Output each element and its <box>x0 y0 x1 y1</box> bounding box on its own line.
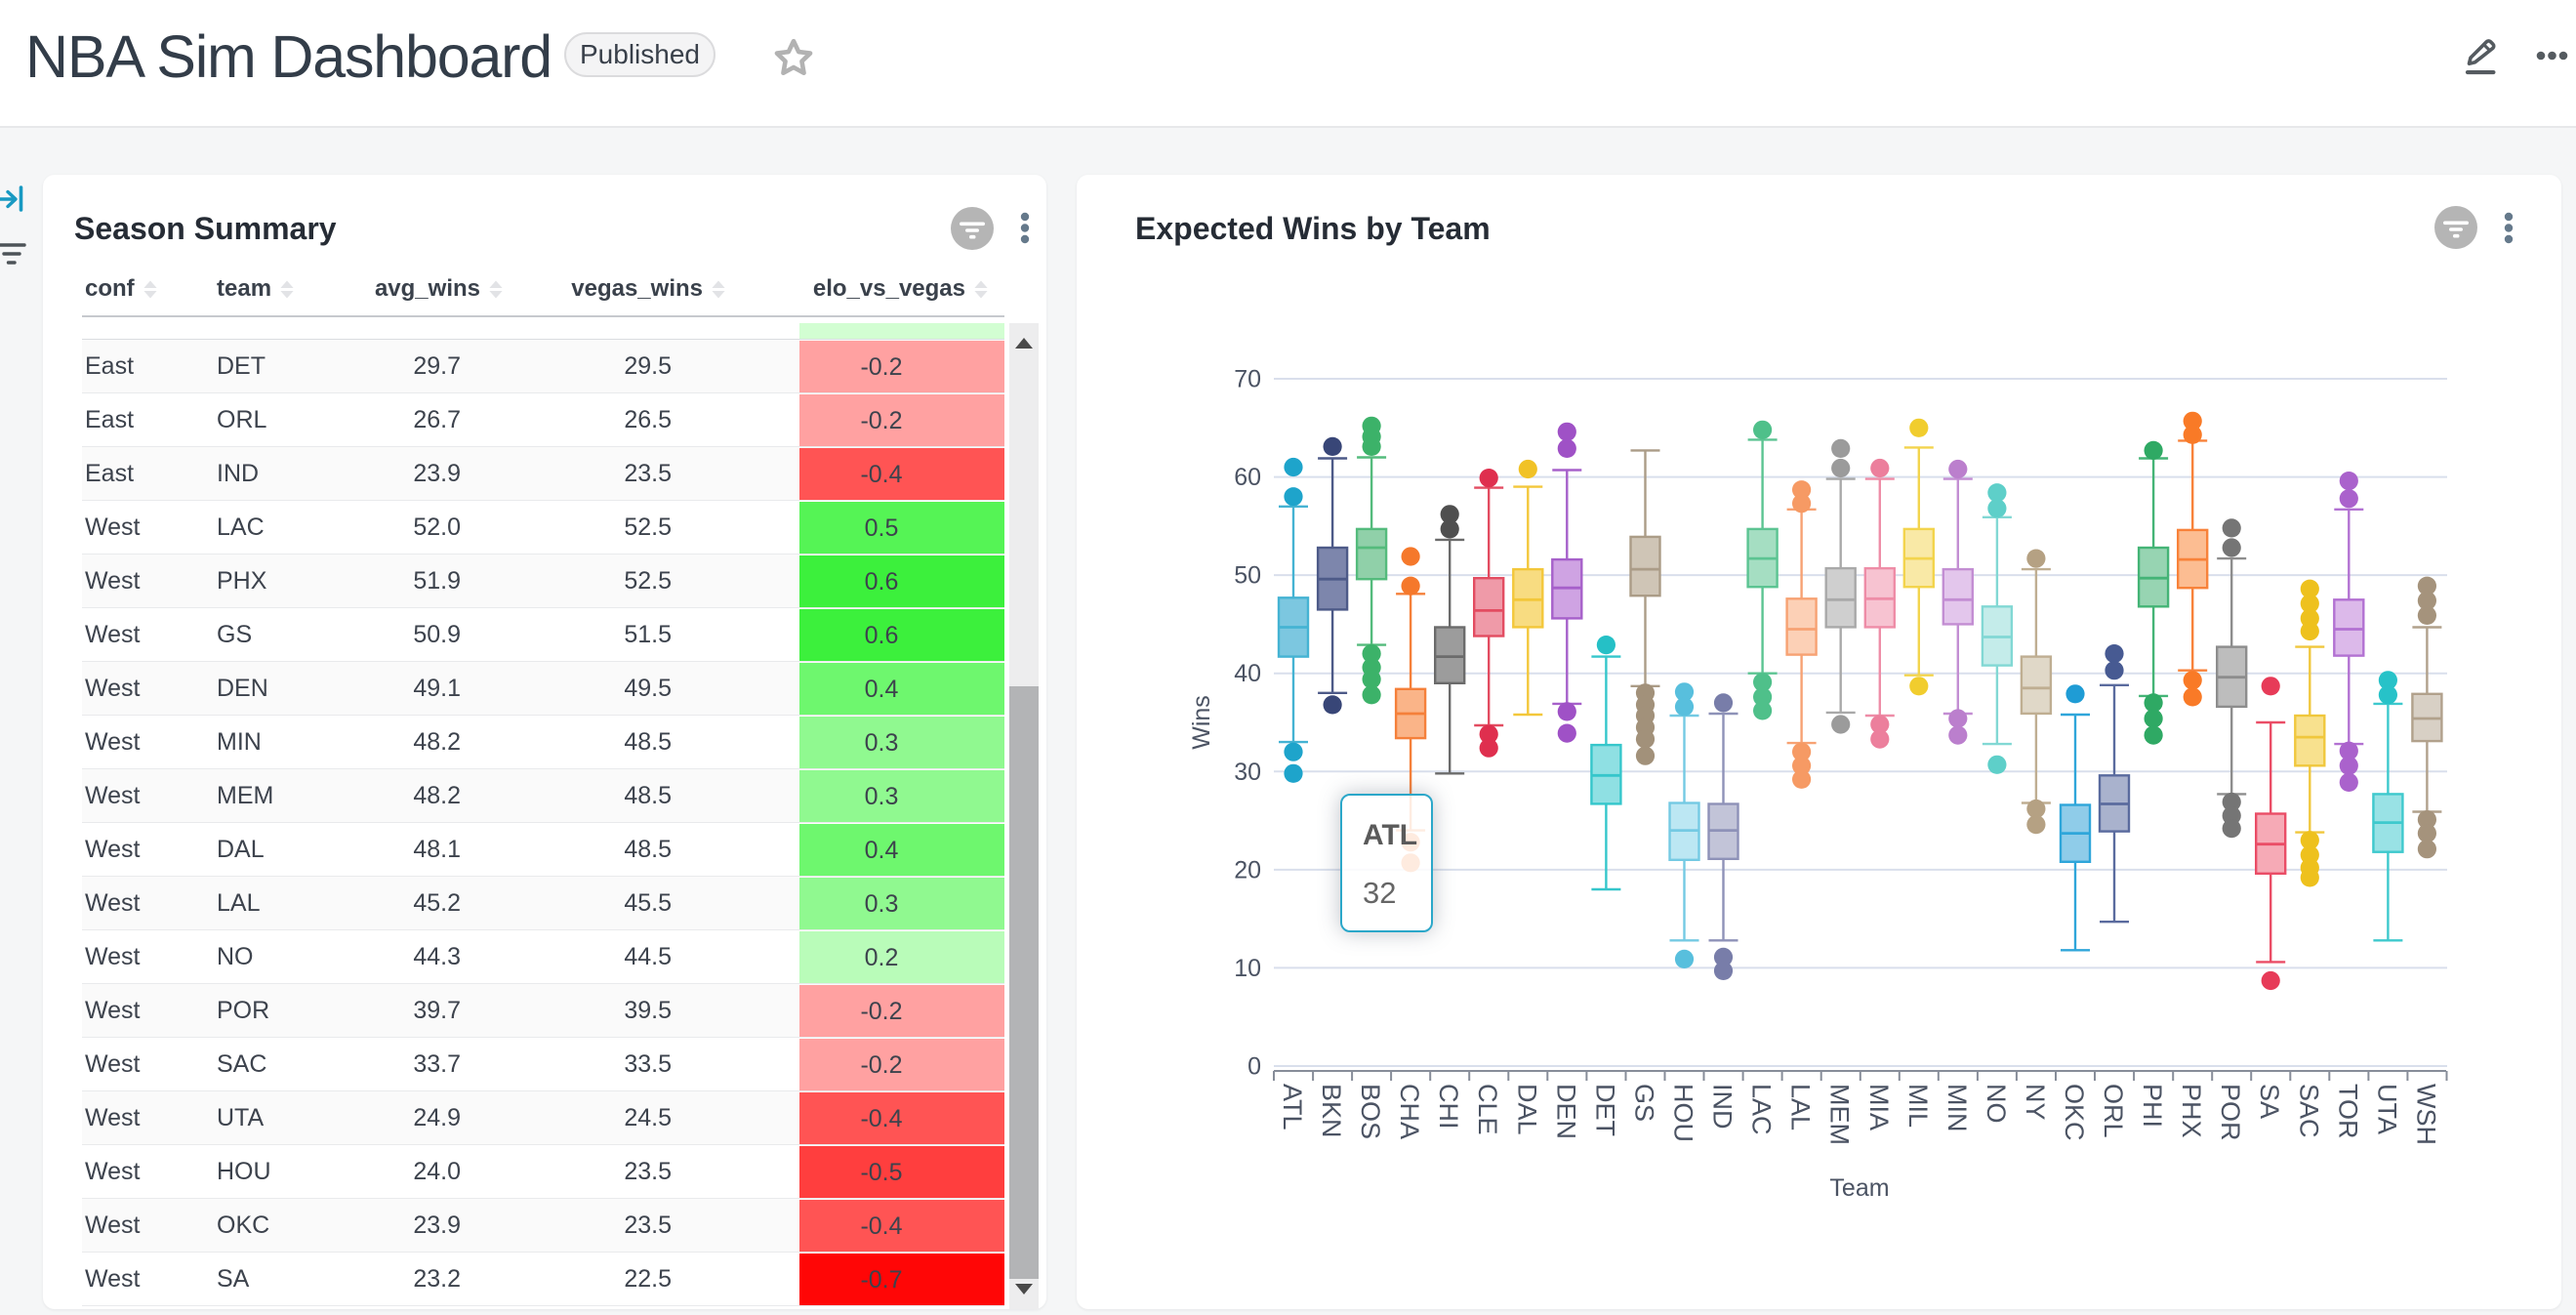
svg-text:UTA: UTA <box>2372 1084 2401 1134</box>
svg-text:BOS: BOS <box>1356 1084 1385 1139</box>
svg-text:SAC: SAC <box>2294 1084 2323 1138</box>
svg-text:30: 30 <box>1234 759 1261 786</box>
svg-text:Wins: Wins <box>1188 695 1215 750</box>
svg-text:HOU: HOU <box>1669 1084 1698 1142</box>
svg-text:SA: SA <box>2255 1084 2284 1119</box>
svg-text:WSH: WSH <box>2411 1084 2440 1145</box>
svg-text:ATL: ATL <box>1278 1084 1307 1130</box>
svg-text:GS: GS <box>1630 1084 1659 1122</box>
svg-text:70: 70 <box>1234 366 1261 393</box>
svg-text:BKN: BKN <box>1317 1084 1346 1138</box>
svg-text:NY: NY <box>2021 1084 2050 1121</box>
svg-text:0: 0 <box>1247 1053 1261 1081</box>
svg-text:DAL: DAL <box>1512 1084 1541 1135</box>
svg-text:DEN: DEN <box>1551 1084 1580 1139</box>
svg-text:PHX: PHX <box>2177 1084 2206 1138</box>
svg-text:MEM: MEM <box>1825 1084 1855 1145</box>
svg-text:ORL: ORL <box>2099 1084 2128 1138</box>
svg-text:CLE: CLE <box>1473 1084 1502 1135</box>
svg-text:MIN: MIN <box>1942 1084 1972 1132</box>
svg-text:MIL: MIL <box>1903 1084 1933 1128</box>
svg-text:10: 10 <box>1234 955 1261 982</box>
svg-text:TOR: TOR <box>2333 1084 2362 1139</box>
svg-text:NO: NO <box>1982 1084 2011 1124</box>
svg-text:POR: POR <box>2216 1084 2245 1141</box>
svg-text:LAC: LAC <box>1747 1084 1777 1135</box>
svg-text:IND: IND <box>1708 1084 1738 1130</box>
svg-text:50: 50 <box>1234 562 1261 590</box>
svg-text:DET: DET <box>1590 1084 1619 1136</box>
svg-text:60: 60 <box>1234 464 1261 491</box>
svg-text:CHI: CHI <box>1434 1084 1463 1130</box>
svg-text:20: 20 <box>1234 856 1261 884</box>
svg-text:Team: Team <box>1829 1174 1889 1202</box>
svg-text:PHI: PHI <box>2138 1084 2167 1128</box>
svg-text:MIA: MIA <box>1864 1084 1894 1130</box>
svg-text:LAL: LAL <box>1786 1084 1816 1130</box>
svg-text:CHA: CHA <box>1395 1084 1424 1139</box>
svg-text:40: 40 <box>1234 660 1261 687</box>
svg-text:OKC: OKC <box>2060 1084 2089 1141</box>
